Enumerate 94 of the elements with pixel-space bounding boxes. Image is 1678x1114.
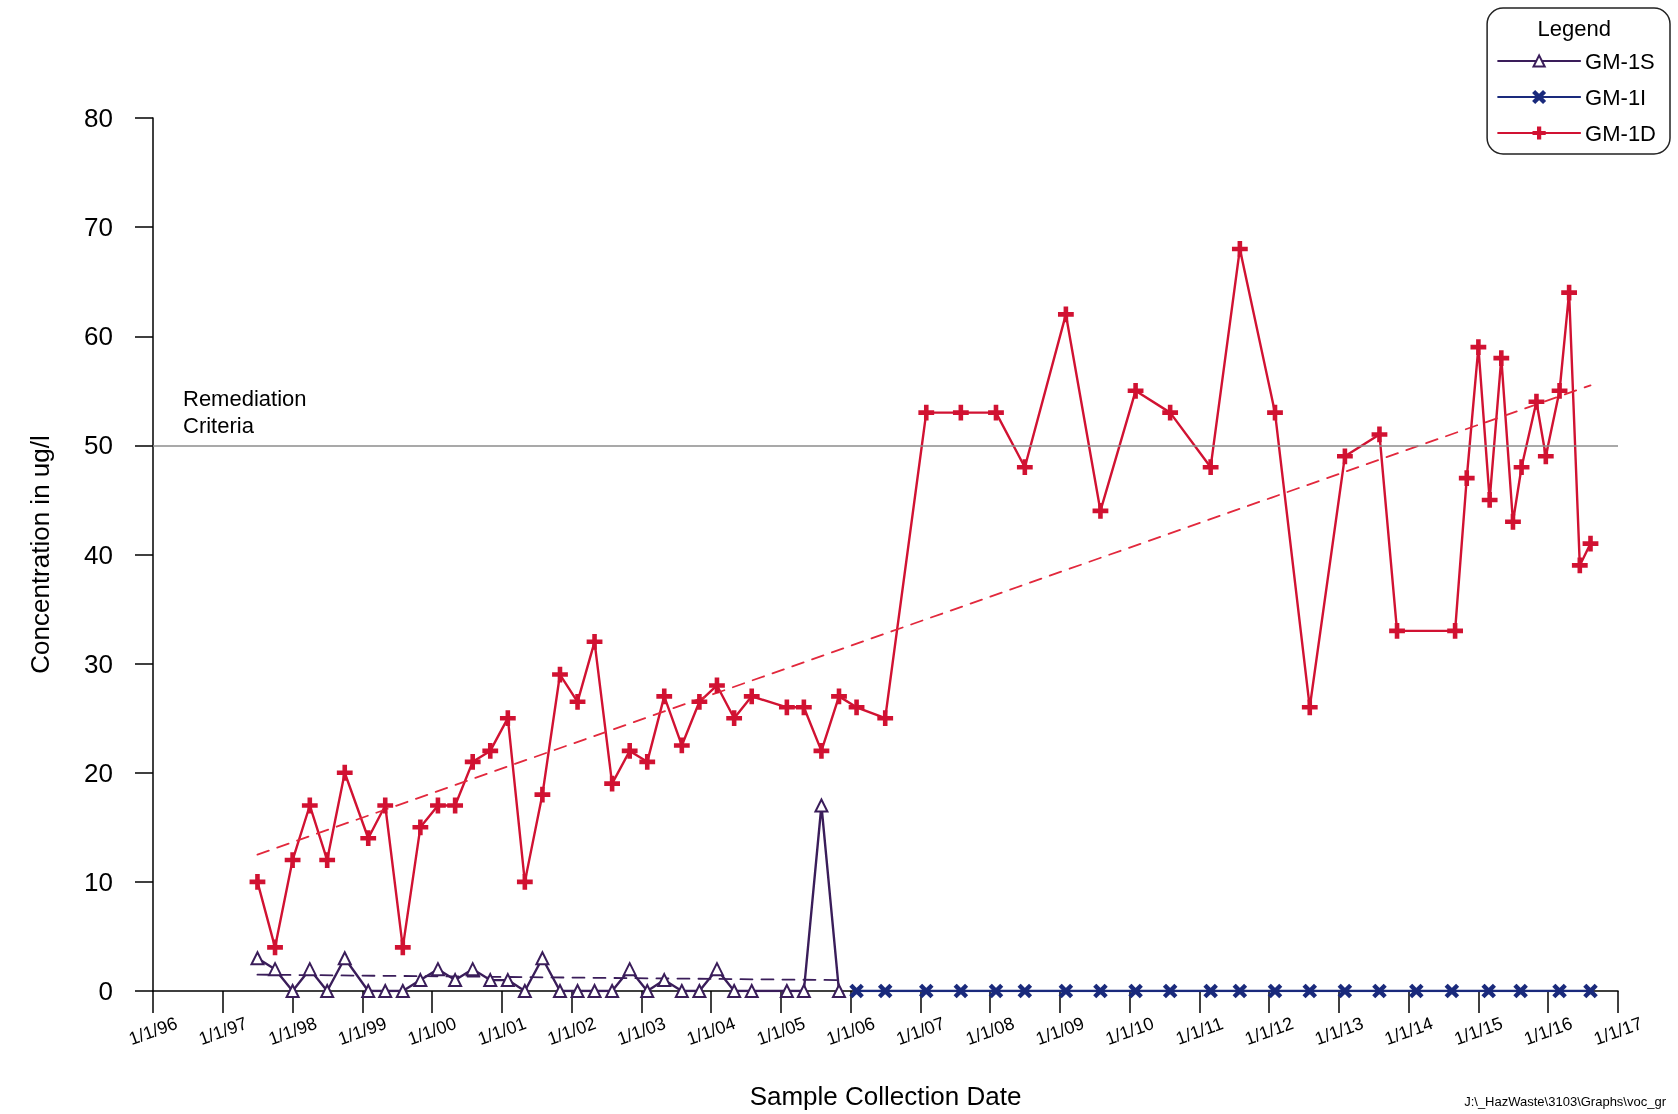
x-tick-label: 1/1/10	[1102, 1013, 1157, 1049]
point	[378, 984, 393, 998]
point	[849, 984, 864, 998]
point	[1302, 984, 1317, 998]
x-tick-label: 1/1/98	[265, 1013, 320, 1049]
x-tick-label: 1/1/96	[126, 1013, 180, 1049]
point	[1338, 984, 1352, 998]
x-tick-label: 1/1/08	[963, 1013, 1017, 1049]
point	[517, 984, 532, 998]
point	[1232, 984, 1247, 998]
point	[989, 984, 1003, 998]
point	[953, 984, 968, 998]
point	[430, 962, 445, 977]
point	[1444, 984, 1459, 998]
point	[320, 984, 335, 998]
x-tick-label: 1/1/99	[335, 1013, 390, 1049]
text: J:\_HazWaste\3103\Graphs\voc_gr	[1464, 1094, 1667, 1109]
y-tick-label: 40	[84, 539, 113, 570]
x-tick-label: 1/1/14	[1381, 1013, 1436, 1049]
legend-label: GM-1I	[1585, 84, 1647, 110]
x-tick-label: 1/1/17	[1591, 1013, 1645, 1049]
point	[552, 984, 567, 998]
point	[657, 973, 672, 988]
point	[1268, 984, 1282, 998]
point	[1513, 984, 1528, 998]
x-tick-label: 1/1/03	[614, 1013, 669, 1049]
y-tick-label: 70	[84, 212, 113, 243]
x-tick-label: 1/1/97	[195, 1013, 250, 1049]
x-tick-label: 1/1/15	[1451, 1013, 1506, 1049]
point	[395, 984, 410, 998]
point	[1128, 984, 1143, 998]
point	[250, 951, 265, 966]
point	[587, 984, 602, 998]
point	[744, 984, 759, 998]
point	[1017, 984, 1032, 998]
point	[535, 951, 550, 966]
point	[1409, 984, 1424, 998]
point	[796, 984, 811, 998]
point	[640, 984, 655, 998]
point	[1163, 984, 1178, 998]
point	[779, 984, 794, 998]
point	[1552, 984, 1567, 998]
point	[1481, 984, 1496, 998]
point	[570, 984, 585, 998]
point	[1583, 984, 1598, 998]
point	[483, 973, 498, 988]
x-tick-label: 1/1/06	[823, 1013, 878, 1049]
ref-line-label: Remediation Criteria	[183, 386, 313, 439]
point	[465, 962, 480, 977]
point	[1203, 984, 1218, 998]
point	[727, 984, 742, 998]
point	[500, 973, 515, 988]
legend-title: Legend	[1537, 15, 1612, 41]
y-tick-label: 10	[84, 866, 113, 897]
point	[302, 962, 317, 977]
point	[709, 962, 724, 977]
point	[413, 973, 428, 988]
x-tick-label: 1/1/16	[1521, 1013, 1576, 1049]
point	[285, 984, 300, 998]
point	[832, 984, 846, 998]
x-tick-label: 1/1/11	[1173, 1013, 1226, 1049]
point	[448, 973, 463, 988]
point	[1058, 984, 1073, 998]
x-tick-label: 1/1/09	[1033, 1013, 1087, 1049]
point	[268, 962, 283, 977]
y-tick-label: 20	[84, 757, 113, 788]
point	[361, 984, 376, 998]
y-tick-label: 60	[84, 321, 113, 352]
point	[692, 984, 707, 998]
point	[337, 951, 352, 966]
x-tick-label: 1/1/04	[684, 1013, 738, 1049]
x-axis-title: Sample Collection Date	[749, 1081, 1022, 1111]
x-tick-label: 1/1/01	[474, 1013, 529, 1049]
point	[1093, 984, 1108, 998]
x-tick-label: 1/1/00	[405, 1013, 459, 1049]
x-tick-label: 1/1/07	[893, 1013, 948, 1049]
point	[1372, 984, 1387, 998]
point	[814, 798, 829, 813]
x-tick-label: 1/1/05	[754, 1013, 808, 1049]
y-axis-title: Concentration in ug/l	[25, 435, 55, 674]
y-tick-label: 50	[84, 430, 113, 461]
y-tick-label: 80	[84, 103, 113, 133]
legend-label: GM-1D	[1585, 120, 1656, 146]
x-tick-label: 1/1/12	[1242, 1013, 1297, 1049]
point	[674, 984, 689, 998]
x-tick-label: 1/1/02	[544, 1013, 599, 1049]
legend-label: GM-1S	[1585, 48, 1655, 74]
y-tick-label: 30	[84, 648, 113, 679]
point	[622, 962, 637, 977]
y-tick-label: 0	[98, 976, 113, 1006]
point	[878, 984, 893, 998]
point	[919, 984, 934, 998]
point	[605, 984, 620, 998]
x-tick-label: 1/1/13	[1312, 1013, 1366, 1049]
